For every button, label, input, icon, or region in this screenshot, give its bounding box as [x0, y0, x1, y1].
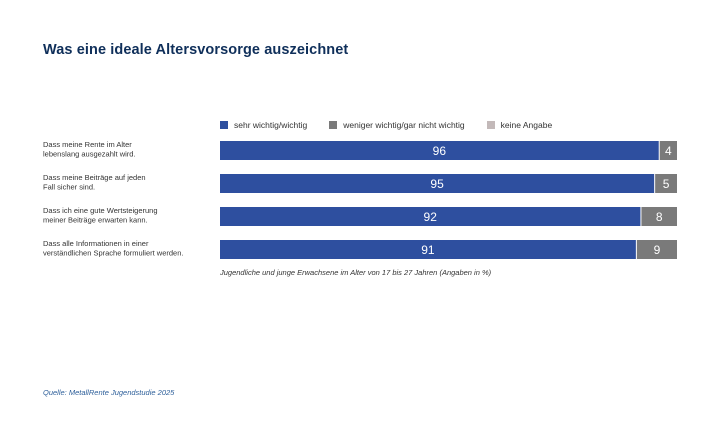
chart-title: Was eine ideale Altersvorsorge auszeichn…: [43, 42, 349, 58]
data-label: 5: [663, 177, 670, 191]
legend-swatch-weniger-wichtig: [329, 121, 338, 129]
data-label: 91: [421, 243, 435, 257]
legend-label-keine-angabe: keine Angabe: [500, 120, 553, 130]
legend-item-wichtig: sehr wichtig/wichtig: [220, 120, 307, 130]
legend-swatch-wichtig: [220, 121, 228, 129]
bar-segment: [220, 141, 659, 160]
bar-segment: [220, 207, 641, 226]
legend-label-wichtig: sehr wichtig/wichtig: [234, 120, 308, 130]
data-label: 92: [424, 210, 438, 224]
bar-segment: [659, 141, 677, 160]
source-note: Quelle: MetallRente Jugendstudie 2025: [43, 388, 175, 397]
legend: sehr wichtig/wichtig weniger wichtig/gar…: [220, 120, 574, 130]
category-label: Dass meine Beiträge auf jeden Fall sicher…: [43, 173, 146, 192]
bar-segment: [220, 174, 655, 193]
data-label: 95: [430, 177, 444, 191]
data-label: 8: [656, 210, 663, 224]
category-label: Dass ich eine gute Wertsteigerung meiner …: [43, 206, 158, 225]
chart-note: Jugendliche und junge Erwachsene im Alte…: [220, 268, 492, 277]
legend-swatch-keine-angabe: [486, 121, 495, 129]
bar-segment: [641, 207, 677, 226]
bar-segment: [655, 174, 677, 193]
legend-label-weniger-wichtig: weniger wichtig/gar nicht wichtig: [343, 120, 465, 130]
bar-segment: [220, 240, 636, 259]
category-label: Dass alle Informationen in einer verständ…: [43, 239, 184, 258]
data-label: 96: [433, 144, 447, 158]
bar-segment: [636, 240, 677, 259]
category-label: Dass meine Rente im Alter lebenslang ausg…: [43, 140, 136, 159]
legend-item-keine-angabe: keine Angabe: [486, 120, 553, 130]
data-label: 4: [665, 144, 672, 158]
data-label: 9: [654, 243, 661, 257]
legend-item-weniger-wichtig: weniger wichtig/gar nicht wichtig: [329, 120, 465, 130]
